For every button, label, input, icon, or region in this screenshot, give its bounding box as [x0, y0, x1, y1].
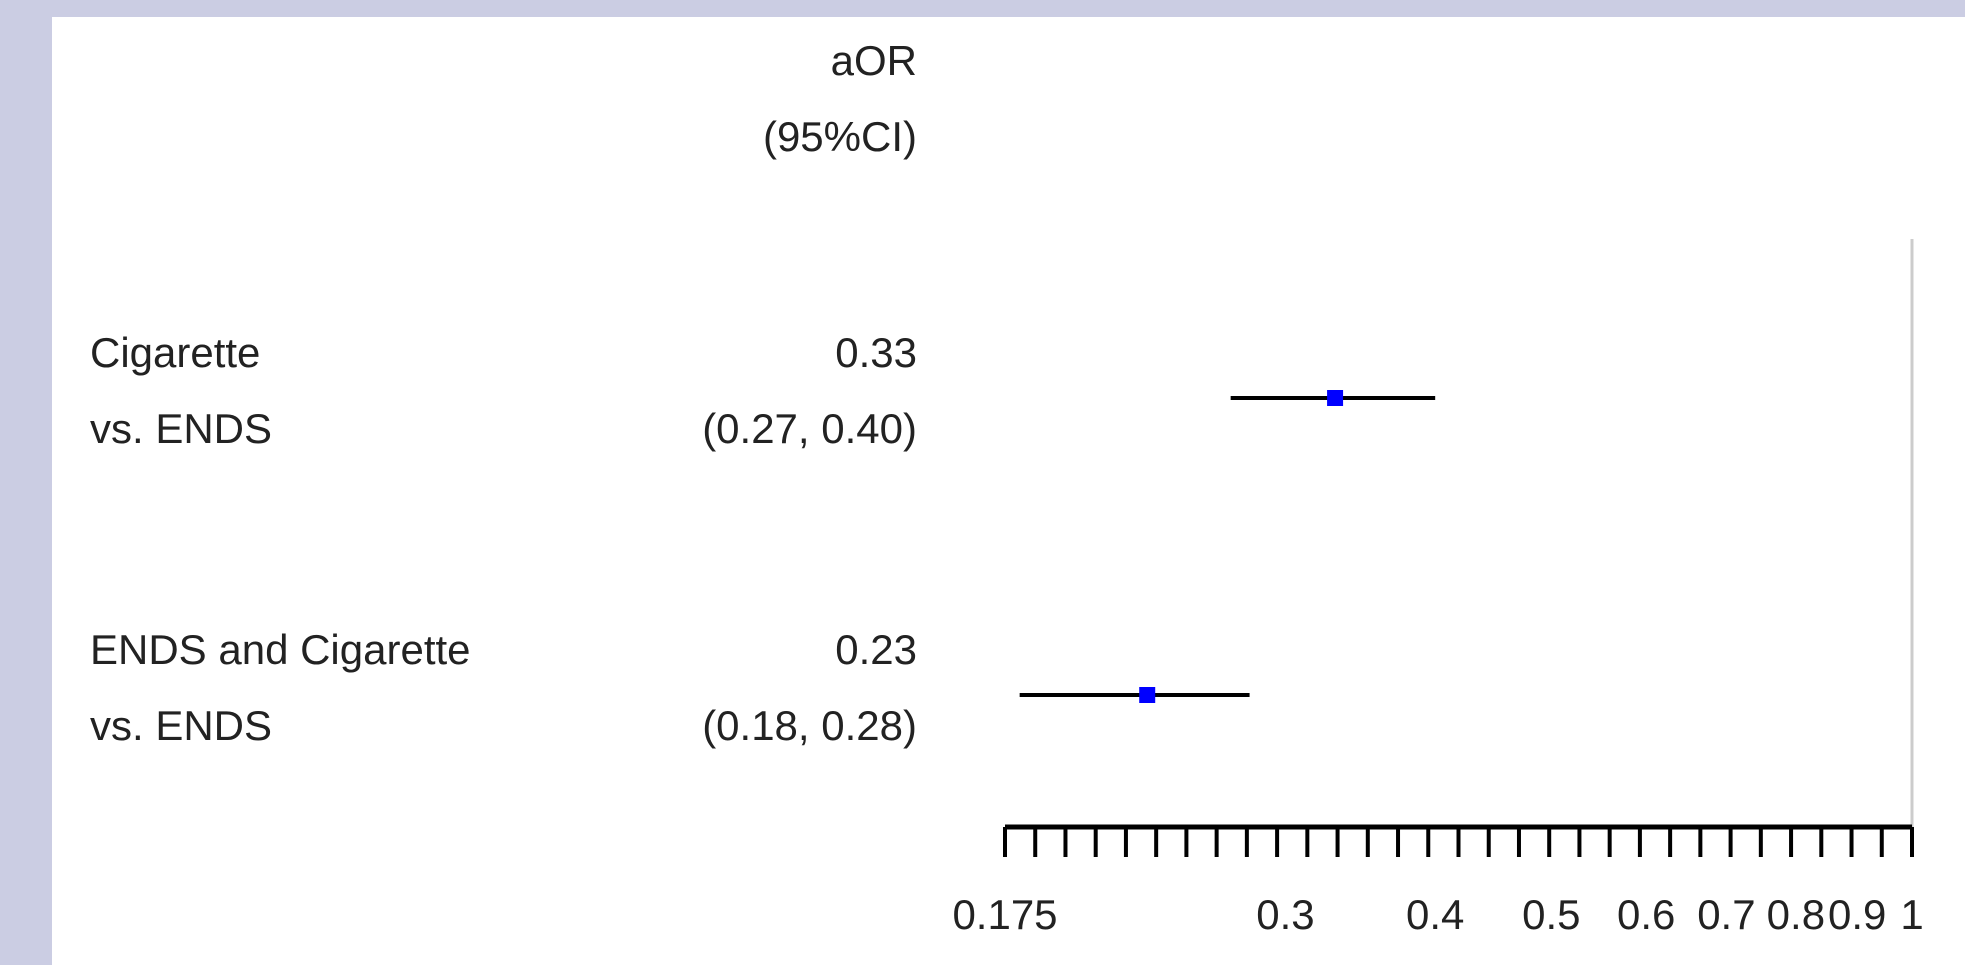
x-tick-label: 0.9 — [1828, 891, 1886, 938]
estimate-value: 0.33 — [835, 329, 917, 376]
point-estimate-marker — [1139, 687, 1156, 703]
x-tick-label: 0.3 — [1256, 891, 1314, 938]
x-tick-label: 0.175 — [952, 891, 1057, 938]
x-tick-label: 0.7 — [1697, 891, 1755, 938]
row-label-sub: vs. ENDS — [90, 405, 272, 452]
row-label-sub: vs. ENDS — [90, 702, 272, 749]
point-estimate-marker — [1327, 390, 1344, 406]
ci-value: (0.18, 0.28) — [702, 702, 917, 749]
row-label: Cigarette — [90, 329, 260, 376]
row-label: ENDS and Cigarette — [90, 626, 471, 673]
x-tick-label: 0.8 — [1767, 891, 1825, 938]
header-aor: aOR — [831, 37, 917, 84]
x-tick-label: 1 — [1900, 891, 1923, 938]
x-tick-label: 0.4 — [1406, 891, 1464, 938]
ci-value: (0.27, 0.40) — [702, 405, 917, 452]
forest-plot: aOR (95%CI) Cigarette vs. ENDS 0.33 (0.27, 0.… — [90, 37, 1924, 938]
x-tick-label: 0.5 — [1522, 891, 1580, 938]
estimate-value: 0.23 — [835, 626, 917, 673]
x-tick-label: 0.6 — [1617, 891, 1675, 938]
header-ci: (95%CI) — [763, 113, 917, 160]
forest-plot-panel: aOR (95%CI) Cigarette vs. ENDS 0.33 (0.27, 0.… — [52, 17, 1965, 965]
